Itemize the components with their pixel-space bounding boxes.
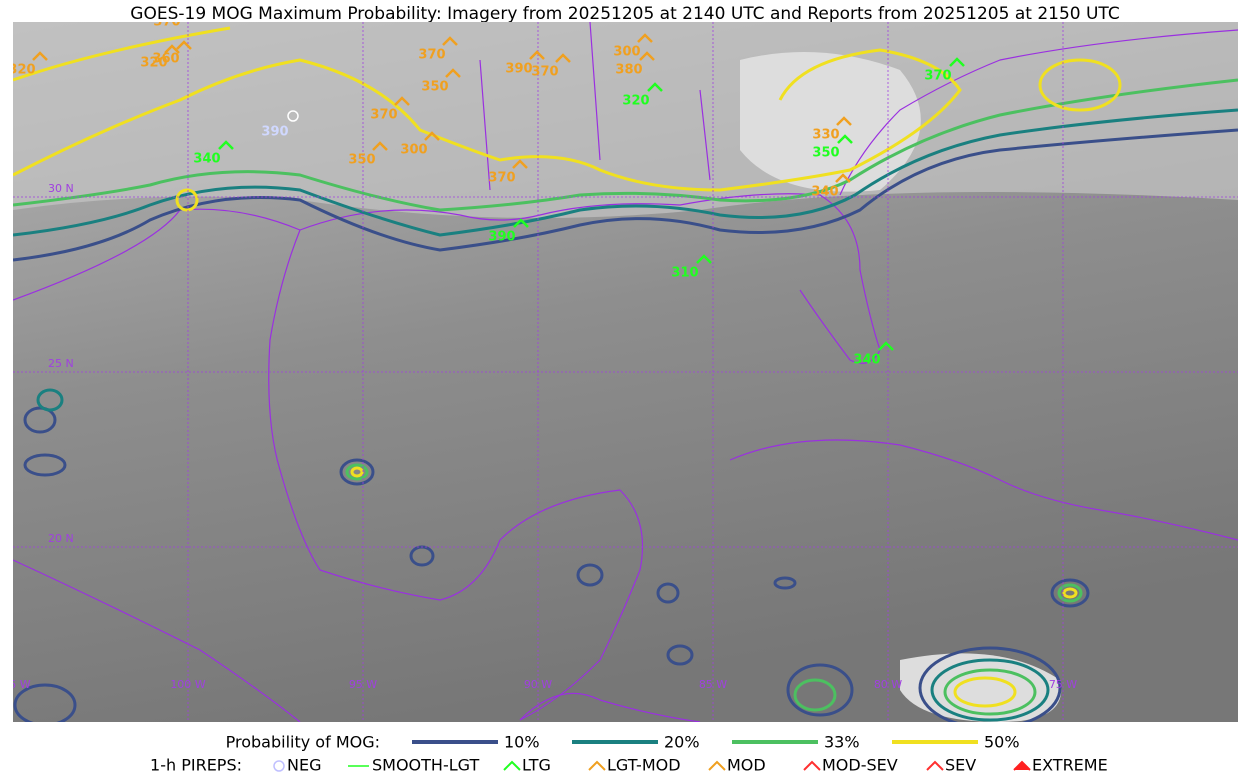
legend-symbol	[1013, 760, 1031, 771]
pirep-lgt-mod	[424, 131, 440, 141]
legend-symbol	[273, 760, 285, 772]
legend-label: 10%	[504, 733, 540, 752]
pirep-lgt-mod	[529, 50, 545, 60]
lat-label: 30 N	[48, 182, 74, 195]
pirep-label: 300	[400, 143, 427, 158]
pirep-lgt-mod	[555, 53, 571, 63]
legend-title: 1-h PIREPS:	[150, 756, 242, 775]
pirep-label: 300	[613, 45, 640, 60]
title: GOES-19 MOG Maximum Probability: Imagery…	[130, 4, 1119, 24]
legend-label: 20%	[664, 733, 700, 752]
pirep-ltg	[837, 134, 853, 144]
pirep-label: 370	[531, 65, 558, 80]
lat-label: 20 N	[48, 532, 74, 545]
pirep-label: 370	[418, 48, 445, 63]
legend-label: SEV	[945, 756, 976, 775]
legend-symbol	[588, 760, 606, 771]
pirep-label: 370	[370, 108, 397, 123]
lon-label: 90 W	[524, 678, 552, 691]
pirep-label: 390	[261, 125, 288, 140]
legend-label: LTG	[522, 756, 551, 775]
legend-label: 33%	[824, 733, 860, 752]
legend-symbol	[803, 760, 821, 771]
pirep-lgt-mod	[394, 96, 410, 106]
pirep-label: 370	[153, 15, 180, 30]
pirep-ltg	[696, 254, 712, 264]
graticule: 30 N 25 N 20 N 105 W 100 W 95 W 90 W 85 W 80 W 75…	[0, 22, 1238, 722]
lat-label: 25 N	[48, 357, 74, 370]
pirep-label: 390	[488, 230, 515, 245]
legend: Probability of MOG: 10% 20% 33% 50% 1-h PIR…	[150, 733, 1108, 775]
pirep-label: 340	[193, 152, 220, 167]
pirep-lgt-mod	[637, 33, 653, 43]
pirep-ltg	[647, 82, 663, 92]
map: 30 N 25 N 20 N 105 W 100 W 95 W 90 W 85 W 80 W 75…	[0, 15, 1238, 722]
legend-label: LGT-MOD	[607, 756, 681, 775]
pirep-lgt-mod	[32, 51, 48, 61]
legend-label: 50%	[984, 733, 1020, 752]
pirep-lgt-mod	[445, 68, 461, 78]
pirep-label: 350	[812, 146, 839, 161]
legend-symbol	[503, 760, 521, 771]
pirep-lgt-mod	[835, 173, 851, 183]
legend-label: MOD	[727, 756, 766, 775]
pirep-ltg	[218, 140, 234, 150]
pirep-label: 340	[853, 353, 880, 368]
pirep-ltg	[513, 218, 529, 228]
pirep-label: 330	[812, 128, 839, 143]
pirep-label: 320	[140, 56, 167, 71]
pirep-label: 320	[8, 63, 35, 78]
legend-symbol	[708, 760, 726, 771]
legend-label: SMOOTH-LGT	[372, 756, 479, 775]
pirep-lgt-mod	[512, 159, 528, 169]
pirep-ltg	[878, 341, 894, 351]
pirep-label: 310	[671, 266, 698, 281]
pirep-label: 320	[622, 94, 649, 109]
lon-label: 80 W	[874, 678, 902, 691]
pirep-label: 350	[421, 80, 448, 95]
lon-label: 95 W	[349, 678, 377, 691]
pirep-label: 340	[811, 185, 838, 200]
lon-label: 105 W	[0, 678, 31, 691]
contours	[13, 26, 1238, 722]
legend-label: MOD-SEV	[822, 756, 898, 775]
lon-label: 85 W	[699, 678, 727, 691]
pirep-label: 390	[505, 62, 532, 77]
coastline	[13, 22, 1238, 722]
pirep-lgt-mod	[176, 40, 192, 50]
legend-label: EXTREME	[1032, 756, 1108, 775]
pirep-neg	[287, 110, 299, 122]
pirep-lgt-mod	[442, 36, 458, 46]
legend-symbol	[926, 760, 944, 771]
pirep-label: 350	[348, 153, 375, 168]
legend-title: Probability of MOG:	[226, 733, 380, 752]
pirep-lgt-mod	[639, 51, 655, 61]
pirep-label: 370	[488, 171, 515, 186]
pirep-lgt-mod	[372, 141, 388, 151]
pirep-label: 360	[152, 52, 179, 67]
lon-label: 75 W	[1049, 678, 1077, 691]
pirep-lgt-mod	[164, 44, 180, 54]
legend-label: NEG	[287, 756, 321, 775]
lon-label: 100 W	[170, 678, 205, 691]
pirep-lgt-mod	[836, 116, 852, 126]
pirep-label: 380	[615, 63, 642, 78]
pirep-label: 370	[924, 69, 951, 84]
pirep-ltg	[949, 57, 965, 67]
